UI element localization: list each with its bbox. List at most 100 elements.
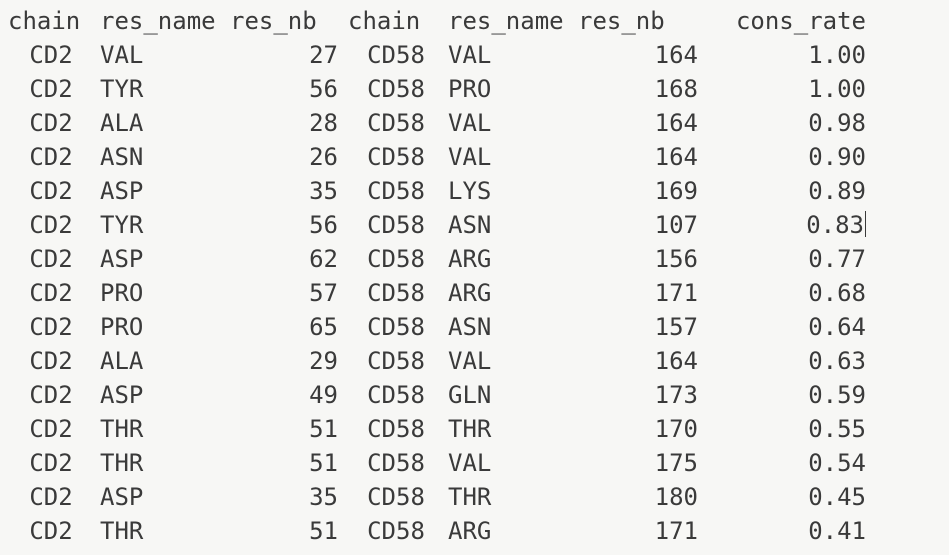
cell-chain1: CD2 — [6, 480, 96, 514]
cell-chain2: CD58 — [348, 276, 444, 310]
cell-resnb2: 164 — [576, 344, 706, 378]
cell-resnb2: 170 — [576, 412, 706, 446]
cell-resnb1: 62 — [228, 242, 348, 276]
cell-resname2: ASN — [444, 208, 576, 242]
cell-resname2: VAL — [444, 344, 576, 378]
cell-resnb2: 164 — [576, 140, 706, 174]
cell-chain2: CD58 — [348, 378, 444, 412]
cell-resname1: ALA — [96, 344, 228, 378]
cell-chain1: CD2 — [6, 344, 96, 378]
cell-resname1: PRO — [96, 310, 228, 344]
residue-contact-table: chain res_name res_nb chain res_name res… — [6, 4, 874, 548]
cell-resname1: TYR — [96, 208, 228, 242]
cell-resnb1: 56 — [228, 208, 348, 242]
cell-resnb1: 29 — [228, 344, 348, 378]
cell-resname1: THR — [96, 514, 228, 548]
cell-chain1: CD2 — [6, 72, 96, 106]
cell-consrate: 1.00 — [706, 38, 874, 72]
cell-consrate: 0.77 — [706, 242, 874, 276]
cell-resnb1: 57 — [228, 276, 348, 310]
table-row: CD2TYR56CD58ASN1070.83 — [6, 208, 874, 242]
table-row: CD2ALA28CD58VAL1640.98 — [6, 106, 874, 140]
cell-resnb2: 171 — [576, 276, 706, 310]
cell-resnb2: 164 — [576, 38, 706, 72]
cell-consrate: 1.00 — [706, 72, 874, 106]
cell-resnb1: 35 — [228, 174, 348, 208]
cell-resname2: PRO — [444, 72, 576, 106]
table-row: CD2TYR56CD58PRO1681.00 — [6, 72, 874, 106]
cell-resnb1: 51 — [228, 412, 348, 446]
cell-chain1: CD2 — [6, 446, 96, 480]
col-header-consrate: cons_rate — [706, 4, 874, 38]
table-row: CD2PRO65CD58ASN1570.64 — [6, 310, 874, 344]
cell-consrate: 0.68 — [706, 276, 874, 310]
cell-consrate: 0.83 — [706, 208, 874, 242]
cell-chain2: CD58 — [348, 514, 444, 548]
cell-resnb2: 180 — [576, 480, 706, 514]
cell-chain2: CD58 — [348, 310, 444, 344]
col-header-chain1: chain — [6, 4, 96, 38]
cell-resnb2: 157 — [576, 310, 706, 344]
cell-resname2: ARG — [444, 514, 576, 548]
cell-consrate: 0.45 — [706, 480, 874, 514]
cell-chain1: CD2 — [6, 378, 96, 412]
table-row: CD2ASP49CD58GLN1730.59 — [6, 378, 874, 412]
table-row: CD2ASP35CD58LYS1690.89 — [6, 174, 874, 208]
table-header-row: chain res_name res_nb chain res_name res… — [6, 4, 874, 38]
table-row: CD2ALA29CD58VAL1640.63 — [6, 344, 874, 378]
cell-consrate: 0.63 — [706, 344, 874, 378]
cell-consrate: 0.64 — [706, 310, 874, 344]
cell-resname2: GLN — [444, 378, 576, 412]
table-row: CD2PRO57CD58ARG1710.68 — [6, 276, 874, 310]
cell-chain1: CD2 — [6, 276, 96, 310]
cell-chain1: CD2 — [6, 242, 96, 276]
table-row: CD2VAL27CD58VAL1641.00 — [6, 38, 874, 72]
cell-resname1: TYR — [96, 72, 228, 106]
cell-resname1: VAL — [96, 38, 228, 72]
table-row: CD2THR51CD58ARG1710.41 — [6, 514, 874, 548]
cell-resname2: VAL — [444, 38, 576, 72]
cell-chain1: CD2 — [6, 514, 96, 548]
cell-chain2: CD58 — [348, 140, 444, 174]
cell-resnb2: 173 — [576, 378, 706, 412]
cell-resnb1: 35 — [228, 480, 348, 514]
cell-resname1: THR — [96, 446, 228, 480]
cell-consrate: 0.55 — [706, 412, 874, 446]
cell-resname1: ASN — [96, 140, 228, 174]
cell-chain2: CD58 — [348, 412, 444, 446]
cell-chain1: CD2 — [6, 174, 96, 208]
cell-resnb1: 28 — [228, 106, 348, 140]
cell-resname1: PRO — [96, 276, 228, 310]
cell-consrate: 0.98 — [706, 106, 874, 140]
cell-resname1: ASP — [96, 174, 228, 208]
cell-consrate: 0.90 — [706, 140, 874, 174]
cell-resname2: VAL — [444, 106, 576, 140]
cell-resname1: ASP — [96, 378, 228, 412]
cell-resnb1: 65 — [228, 310, 348, 344]
cell-chain2: CD58 — [348, 480, 444, 514]
cell-resnb1: 26 — [228, 140, 348, 174]
cell-resname2: ARG — [444, 242, 576, 276]
cell-resname2: VAL — [444, 446, 576, 480]
cell-resname2: VAL — [444, 140, 576, 174]
cell-chain2: CD58 — [348, 208, 444, 242]
col-header-resname2: res_name — [444, 4, 576, 38]
cell-chain2: CD58 — [348, 446, 444, 480]
cell-resnb1: 51 — [228, 514, 348, 548]
cell-resname1: ASP — [96, 242, 228, 276]
col-header-resname1: res_name — [96, 4, 228, 38]
text-cursor — [865, 211, 866, 237]
cell-resnb2: 107 — [576, 208, 706, 242]
cell-chain2: CD58 — [348, 38, 444, 72]
col-header-resnb2: res_nb — [576, 4, 706, 38]
cell-resname2: THR — [444, 480, 576, 514]
table-row: CD2ASP35CD58THR1800.45 — [6, 480, 874, 514]
cell-chain1: CD2 — [6, 412, 96, 446]
cell-chain1: CD2 — [6, 38, 96, 72]
table-row: CD2ASN26CD58VAL1640.90 — [6, 140, 874, 174]
cell-consrate: 0.54 — [706, 446, 874, 480]
cell-resname2: LYS — [444, 174, 576, 208]
cell-resname1: THR — [96, 412, 228, 446]
cell-chain1: CD2 — [6, 310, 96, 344]
cell-resname2: THR — [444, 412, 576, 446]
